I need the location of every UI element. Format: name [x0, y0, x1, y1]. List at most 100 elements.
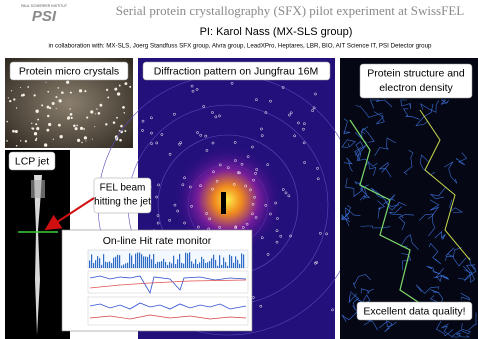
- hit-bar: [131, 255, 132, 268]
- beamstop: [221, 192, 226, 214]
- crystal: [119, 85, 121, 87]
- hit-bar: [119, 255, 120, 268]
- pi: PI: Karol Nass (MX-SLS group): [200, 26, 353, 38]
- crystal: [35, 139, 37, 141]
- hit-bar: [99, 258, 100, 268]
- hit-bar: [199, 262, 200, 268]
- hit-bar: [191, 261, 192, 268]
- crystal: [81, 142, 82, 143]
- crystal: [66, 81, 69, 84]
- crystal: [6, 121, 8, 123]
- beam-label: FEL beam: [100, 183, 146, 194]
- hit-bar: [145, 256, 146, 268]
- hit-bar: [123, 264, 124, 268]
- plot-area: [88, 297, 248, 325]
- hit-bar: [207, 262, 208, 268]
- crystal: [129, 86, 131, 88]
- hit-bar: [111, 263, 112, 268]
- crystal: [27, 86, 29, 88]
- hit-bar: [201, 257, 202, 268]
- hit-bar: [211, 258, 212, 268]
- crystal: [71, 117, 73, 119]
- hit-bar: [213, 255, 214, 268]
- hit-bar: [117, 255, 118, 268]
- hit-bar: [89, 261, 90, 268]
- hit-bar: [115, 257, 116, 268]
- crystal: [86, 117, 88, 119]
- crystal: [84, 136, 87, 139]
- crystal: [119, 139, 122, 142]
- hit-bar: [177, 259, 178, 268]
- hit-bar: [223, 257, 224, 268]
- crystal: [124, 112, 125, 113]
- crystal: [67, 117, 70, 120]
- hit-bar: [107, 262, 108, 268]
- crystal: [47, 106, 50, 109]
- crystal: [116, 117, 118, 119]
- hit-bar: [221, 265, 222, 268]
- crystal: [107, 97, 109, 99]
- panel-label: Diffraction pattern on Jungfrau 16M: [154, 65, 318, 77]
- crystal: [70, 113, 73, 116]
- crystal: [92, 139, 93, 140]
- panel-label: electron density: [379, 82, 453, 94]
- hit-bar: [129, 253, 130, 268]
- crystal: [94, 126, 95, 127]
- crystal: [70, 92, 72, 94]
- hit-bar: [233, 263, 234, 268]
- hit-bar: [237, 260, 238, 268]
- crystal: [114, 88, 117, 91]
- hit-bar: [163, 259, 164, 268]
- crystal: [55, 96, 57, 98]
- hit-bar: [219, 255, 220, 268]
- crystal: [12, 130, 15, 133]
- title: Serial protein crystallography (SFX) pil…: [116, 3, 464, 18]
- crystal: [33, 94, 35, 96]
- hit-bar: [167, 265, 168, 268]
- hit-bar: [203, 259, 204, 268]
- crystal: [80, 127, 83, 130]
- crystal: [44, 143, 47, 146]
- crystal: [79, 89, 82, 92]
- crystal: [60, 135, 63, 138]
- hit-bar: [189, 252, 190, 268]
- crystal: [49, 107, 51, 109]
- crystal: [16, 107, 17, 108]
- crystal: [106, 89, 108, 91]
- crystal: [9, 100, 11, 102]
- hit-bar: [121, 266, 122, 268]
- crystal: [31, 123, 32, 124]
- crystal: [59, 99, 62, 102]
- crystal: [77, 139, 80, 142]
- crystal: [8, 97, 9, 98]
- hit-bar: [113, 258, 114, 268]
- hit-bar: [95, 260, 96, 268]
- crystal: [47, 91, 49, 93]
- hit-bar: [105, 262, 106, 268]
- crystal: [99, 104, 102, 107]
- crystal: [119, 130, 121, 132]
- hit-bar: [227, 266, 228, 268]
- hit-bar: [241, 253, 242, 268]
- hit-bar: [243, 255, 244, 268]
- crystal: [117, 92, 120, 95]
- crystal: [35, 110, 38, 113]
- hit-bar: [175, 264, 176, 268]
- crystal: [11, 90, 12, 91]
- hit-bar: [179, 254, 180, 268]
- hit-bar: [159, 262, 160, 268]
- hit-bar: [229, 255, 230, 268]
- hit-bar: [143, 256, 144, 268]
- hit-bar: [147, 257, 148, 268]
- hit-bar: [155, 264, 156, 268]
- crystal: [13, 98, 15, 100]
- crystal: [69, 108, 70, 109]
- crystal: [122, 106, 125, 109]
- hit-bar: [135, 254, 136, 268]
- crystal: [83, 128, 85, 130]
- crystal: [48, 123, 51, 126]
- hit-bar: [139, 253, 140, 268]
- crystal: [52, 102, 55, 105]
- crystal: [90, 110, 93, 113]
- hit-bar: [181, 263, 182, 268]
